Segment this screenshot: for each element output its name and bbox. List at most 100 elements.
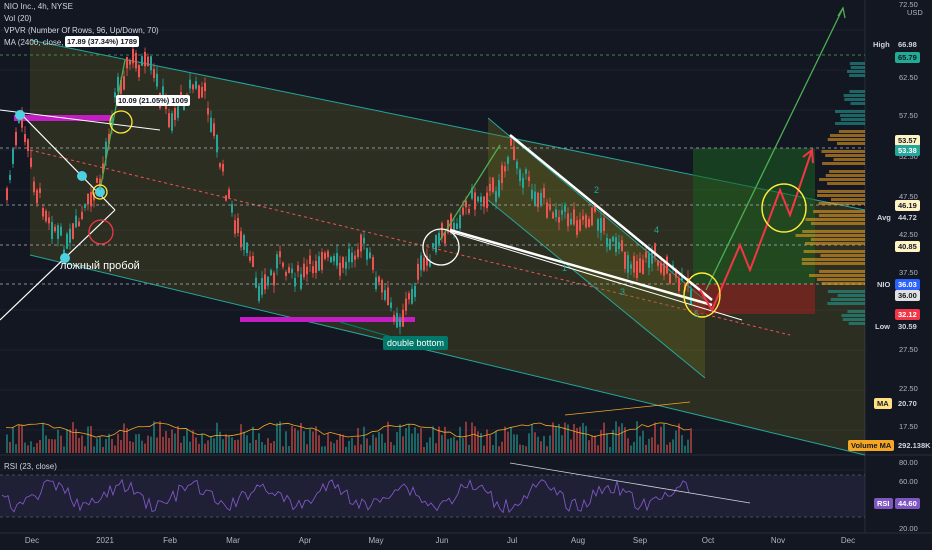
green-price-badge: 65.79 xyxy=(895,52,920,63)
volume-bar xyxy=(609,446,611,453)
candle-body xyxy=(381,280,383,293)
volume-bar xyxy=(123,423,125,453)
volume-bar xyxy=(561,435,563,453)
volume-bar xyxy=(162,436,164,453)
candle-body xyxy=(123,76,125,90)
volume-bar xyxy=(183,436,185,453)
volume-bar xyxy=(333,443,335,453)
time-tick: Mar xyxy=(226,536,240,545)
volume-bar xyxy=(12,427,14,453)
candle-body xyxy=(495,191,497,202)
volume-bar xyxy=(222,439,224,453)
candle-body xyxy=(162,86,164,101)
time-tick: Jun xyxy=(435,536,449,545)
candle-body xyxy=(615,237,617,253)
volume-bar xyxy=(138,433,140,453)
candle-body xyxy=(612,236,614,242)
candle-body xyxy=(54,226,56,232)
volume-bar xyxy=(60,435,62,453)
volume-bar xyxy=(198,443,200,453)
indicator-vol[interactable]: Vol (20) xyxy=(4,14,32,23)
candle-body xyxy=(36,190,38,204)
volume-bar xyxy=(174,433,176,453)
volume-bar xyxy=(246,435,248,453)
volume-bar xyxy=(207,440,209,453)
volume-bar xyxy=(111,438,113,453)
volume-bar xyxy=(618,426,620,453)
volume-bar xyxy=(27,445,29,453)
candle-body xyxy=(675,270,677,278)
candle-body xyxy=(174,108,176,120)
time-tick: 2021 xyxy=(96,536,114,545)
candle-body xyxy=(204,82,206,92)
volume-bar xyxy=(153,421,155,453)
candle-body xyxy=(558,217,560,223)
candle-body xyxy=(156,73,158,87)
candle-body xyxy=(375,277,377,290)
volume-bar xyxy=(621,423,623,453)
candle-body xyxy=(492,177,494,192)
ellipse-marker-red xyxy=(88,219,114,245)
volume-bar xyxy=(204,443,206,453)
volume-bar xyxy=(42,422,44,453)
volume-bar xyxy=(525,446,527,453)
volume-bar xyxy=(624,427,626,453)
volume-bar xyxy=(345,446,347,453)
vpvr-bar xyxy=(827,138,865,141)
candle-body xyxy=(6,188,8,201)
candle-body xyxy=(234,220,236,234)
volume-bar xyxy=(9,441,11,453)
candle-body xyxy=(246,242,248,254)
candle-body xyxy=(324,252,326,259)
rsi-title[interactable]: RSI (23, close) xyxy=(4,462,57,471)
ellipse-marker xyxy=(683,272,721,318)
projection-arrowhead xyxy=(802,148,814,164)
candle-body xyxy=(255,277,257,288)
candle-body xyxy=(438,232,440,246)
symbol-title[interactable]: NIO Inc., 4h, NYSE xyxy=(4,2,73,11)
volume-bar xyxy=(156,437,158,453)
price-tick: 17.50 xyxy=(899,422,918,431)
rsi-label: RSI xyxy=(874,498,893,509)
candle-body xyxy=(282,262,284,267)
volume-bar xyxy=(291,425,293,453)
candle-body xyxy=(666,256,668,274)
candle-body xyxy=(216,134,218,153)
volume-bar xyxy=(150,436,152,453)
candle-body xyxy=(105,141,107,159)
candle-body xyxy=(630,264,632,269)
volume-bar xyxy=(321,446,323,453)
volume-bar xyxy=(390,441,392,453)
time-tick: Feb xyxy=(163,536,177,545)
candle-body xyxy=(369,252,371,259)
volume-bar xyxy=(639,436,641,453)
candle-body xyxy=(396,312,398,328)
volume-bar xyxy=(273,441,275,453)
price-badge-46-19: 46.19 xyxy=(895,200,920,211)
candle-body xyxy=(486,192,488,209)
volume-bar xyxy=(96,438,98,453)
candle-body xyxy=(648,253,650,268)
pivot-node xyxy=(95,187,105,197)
volume-bar xyxy=(336,439,338,453)
pivot-node xyxy=(60,253,70,263)
volume-bar xyxy=(495,430,497,453)
volume-bar xyxy=(660,426,662,453)
volume-bar xyxy=(318,435,320,453)
volume-bar xyxy=(225,434,227,453)
indicator-ma[interactable]: MA (2400, close, 0) xyxy=(4,38,73,47)
volume-bar xyxy=(237,439,239,453)
candle-body xyxy=(306,266,308,275)
volume-bar xyxy=(18,424,20,453)
candle-body xyxy=(402,309,404,327)
volume-bar xyxy=(378,431,380,453)
candle-body xyxy=(12,148,14,164)
time-tick: Jul xyxy=(506,536,518,545)
vpvr-bar xyxy=(837,142,865,145)
volume-bar xyxy=(120,439,122,453)
candle-body xyxy=(639,258,641,273)
volume-bar xyxy=(75,428,77,453)
volume-bar xyxy=(159,421,161,453)
indicator-vpvr[interactable]: VPVR (Number Of Rows, 96, Up/Down, 70) xyxy=(4,26,159,35)
